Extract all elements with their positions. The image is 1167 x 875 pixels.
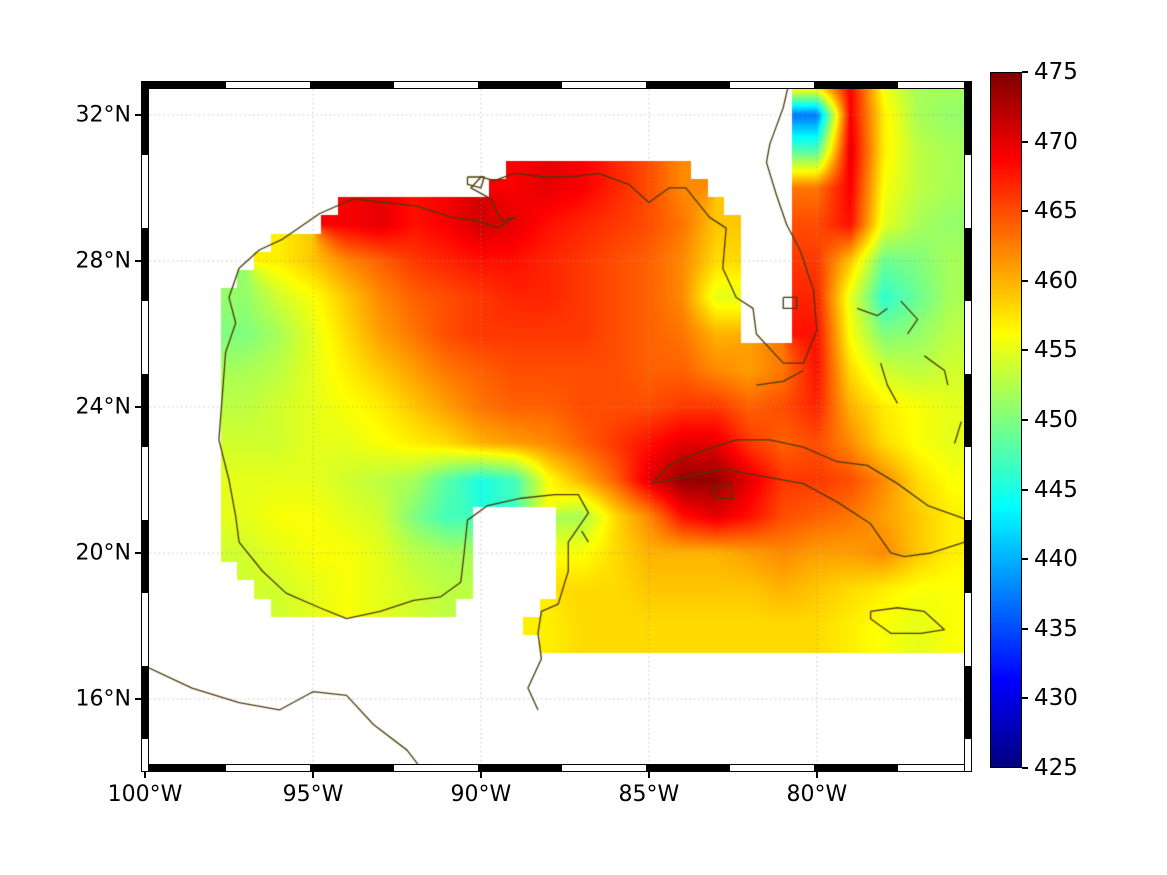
colorbar-tick-label: 440: [1034, 546, 1078, 573]
x-tick-mark: [479, 772, 482, 778]
map-frame-right: [964, 81, 972, 772]
colorbar-tick-mark: [1022, 419, 1028, 421]
x-tick-label: 100°W: [107, 782, 183, 807]
map-plot: 100°W 95°W 90°W 85°W 80°W 32°N 28°N 24°N 20°N 16…: [76, 81, 972, 807]
x-tick-mark: [144, 772, 146, 778]
colorbar-tick-mark: [1022, 210, 1028, 213]
colorbar-tick-label: 455: [1034, 337, 1078, 364]
colorbar-tick-mark: [1022, 71, 1028, 73]
colorbar-tick-mark: [1022, 349, 1028, 352]
colorbar-canvas: [990, 72, 1022, 768]
x-axis-ticks: 100°W 95°W 90°W 85°W 80°W: [108, 772, 968, 810]
colorbar-tick-label: 465: [1034, 198, 1078, 225]
colorbar-tick-label: 475: [1034, 59, 1078, 85]
colorbar-tick-mark: [1022, 279, 1028, 282]
y-tick-mark: [135, 551, 141, 554]
y-tick-label: 16°N: [75, 686, 131, 712]
colorbar-tick-label: 425: [1034, 755, 1078, 781]
colorbar-tick-mark: [1022, 488, 1028, 491]
colorbar-tick-mark: [1022, 558, 1028, 561]
colorbar-tick-mark: [1022, 767, 1028, 769]
map-frame-bottom: [141, 764, 972, 772]
colorbar-tick-label: 460: [1034, 267, 1078, 294]
y-tick-label: 20°N: [75, 540, 131, 566]
y-tick-mark: [135, 113, 141, 116]
y-tick-mark: [135, 698, 141, 700]
x-tick-mark: [647, 772, 650, 778]
y-tick-label: 24°N: [75, 394, 131, 420]
colorbar-tick-mark: [1022, 140, 1028, 143]
x-tick-mark: [815, 772, 818, 778]
colorbar-tick-mark: [1022, 697, 1028, 700]
colorbar-tick-label: 435: [1034, 615, 1078, 642]
x-tick-label: 90°W: [450, 782, 512, 807]
colorbar-tick-label: 470: [1034, 128, 1078, 155]
y-tick-mark: [135, 405, 141, 408]
y-axis-ticks: 32°N 28°N 24°N 20°N 16°N: [41, 85, 141, 768]
colorbar-tick-label: 445: [1034, 476, 1078, 503]
x-tick-label: 85°W: [618, 782, 680, 807]
x-tick-mark: [311, 772, 314, 778]
x-tick-label: 95°W: [282, 782, 344, 807]
map-canvas: [145, 85, 968, 768]
colorbar-ticks: 475 470 465 460 455 450 445 440 435 430 425: [1022, 59, 1102, 781]
colorbar-tick-mark: [1022, 627, 1028, 630]
colorbar-tick-label: 430: [1034, 685, 1078, 712]
y-tick-label: 28°N: [75, 248, 131, 274]
map-frame-top: [141, 81, 972, 89]
colorbar-tick-label: 450: [1034, 407, 1078, 433]
y-tick-mark: [135, 259, 141, 262]
y-tick-label: 32°N: [75, 102, 131, 128]
x-tick-label: 80°W: [786, 782, 848, 807]
colorbar: 475 470 465 460 455 450 445 440 435 430 425: [990, 59, 1078, 781]
map-frame-left: [141, 81, 149, 772]
